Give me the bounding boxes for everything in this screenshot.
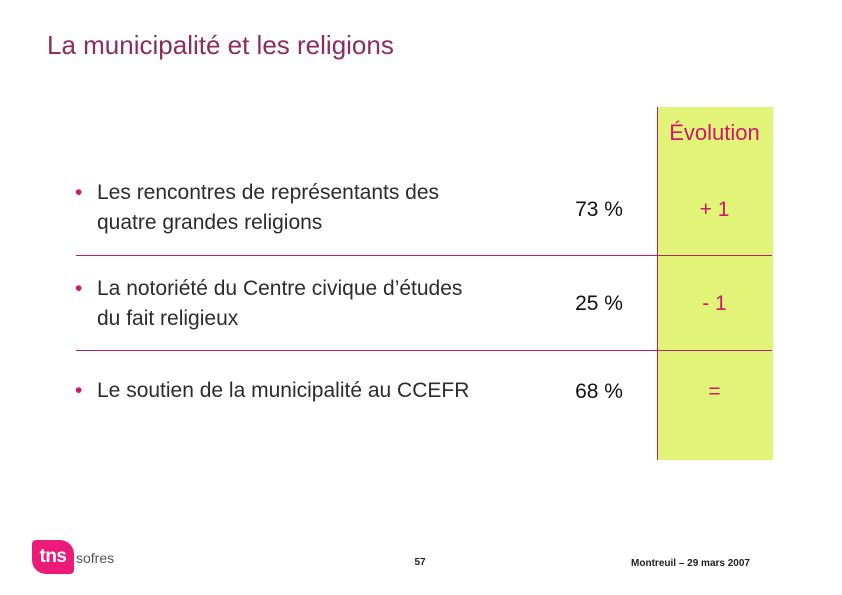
item-label-line1: Les rencontres de représentants des [97,181,440,204]
item-label-line1: Le soutien de la municipalité au CCEFR [97,379,470,402]
item-evolution: + 1 [699,198,730,221]
item-percent: 25 % [575,292,623,315]
item-evolution: = [708,380,721,403]
tns-sofres-logo: tns sofres [30,538,130,578]
item-percent: 68 % [575,380,623,403]
item-percent: 73 % [575,198,623,221]
item-label: Le soutien de la municipalité au CCEFR [97,376,547,406]
item-label-line1: La notoriété du Centre civique d’études [97,277,463,300]
footer-date: Montreuil – 29 mars 2007 [631,558,750,569]
page-number: 57 [414,557,426,568]
slide-title: La municipalité et les religions [47,30,394,60]
bullet-icon: • [75,277,83,300]
item-label-line2: quatre grandes religions [97,211,323,234]
row-divider [76,255,772,256]
item-label: La notoriété du Centre civique d’études … [97,274,547,334]
row-divider [76,350,772,351]
logo-mark: tns [32,540,74,574]
bullet-icon: • [75,379,83,402]
item-label: Les rencontres de représentants des quat… [97,178,547,238]
evolution-header: Évolution [669,120,760,145]
item-label-line2: du fait religieux [97,307,239,330]
evolution-column [657,107,773,460]
logo-text: sofres [76,550,115,566]
item-evolution: - 1 [702,292,727,315]
bullet-icon: • [75,181,83,204]
